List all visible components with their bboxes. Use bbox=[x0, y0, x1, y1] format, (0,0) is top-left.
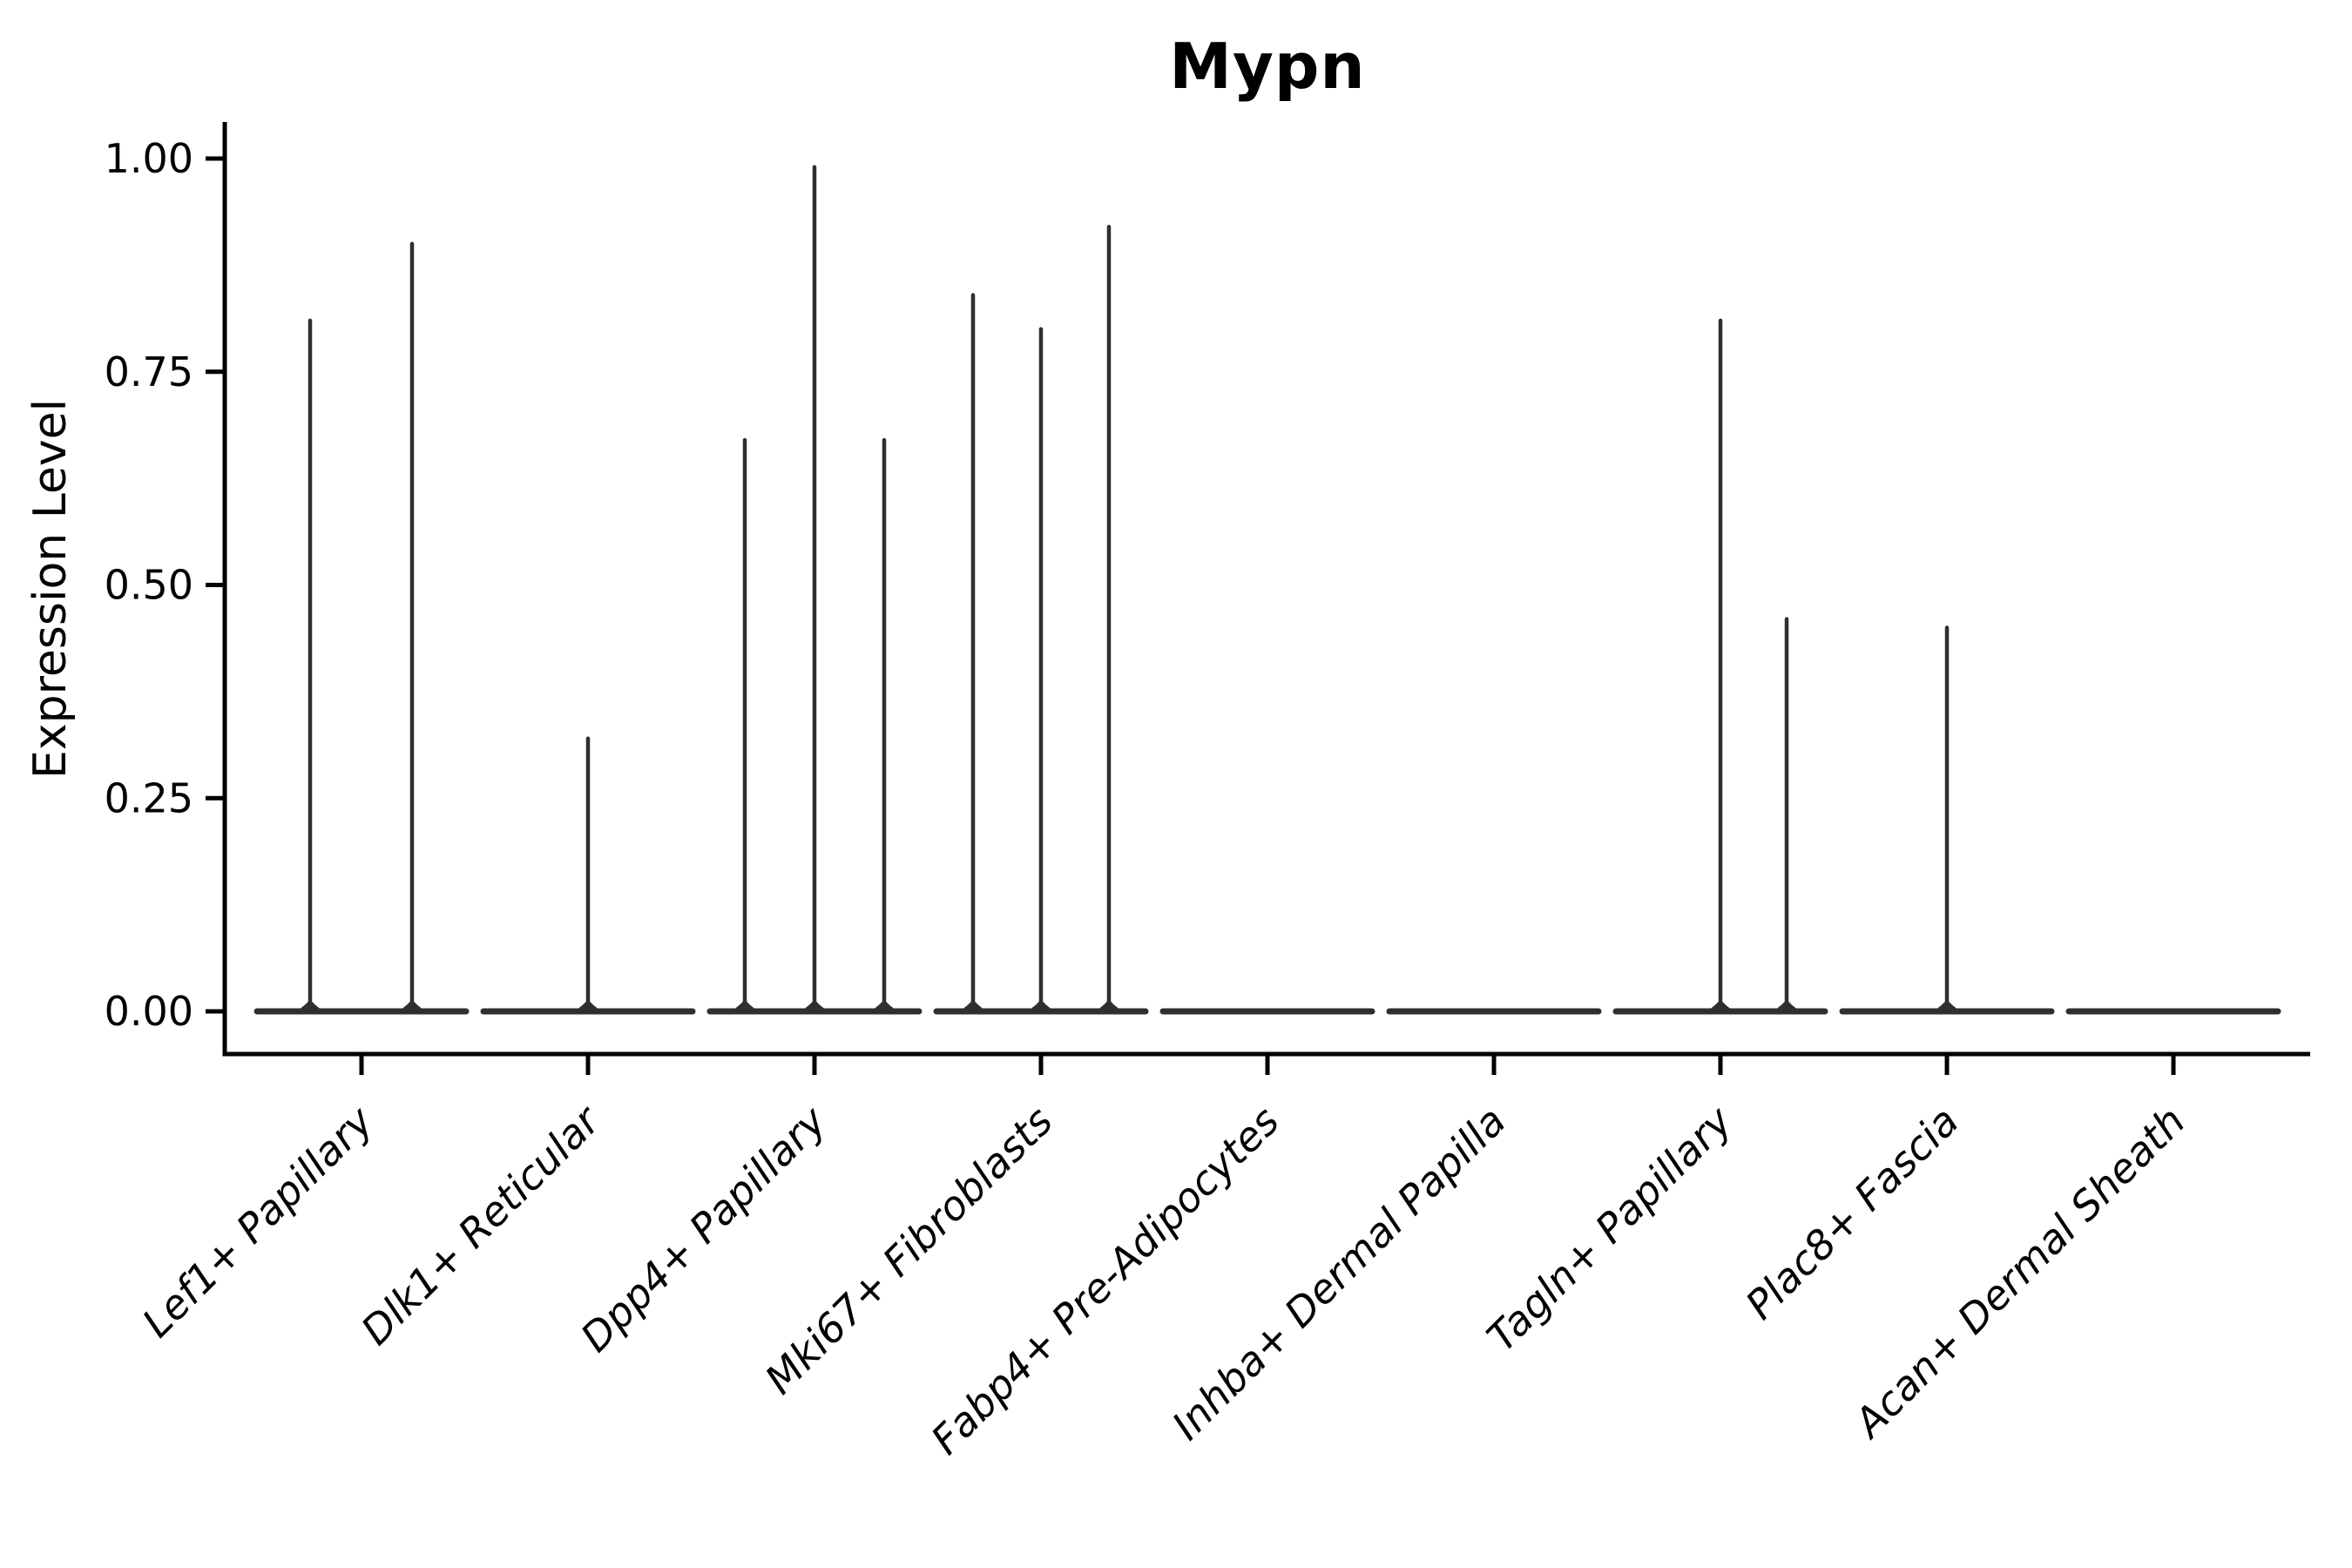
y-tick-label: 1.00 bbox=[105, 135, 193, 182]
violin-group bbox=[1612, 318, 1828, 1015]
violin-group bbox=[1839, 625, 2055, 1015]
chart-title: Mypn bbox=[1169, 30, 1366, 103]
x-tick-label: Tagln+ Papillary bbox=[1477, 1097, 1741, 1361]
x-tick-label: Dlk1+ Reticular bbox=[352, 1095, 611, 1354]
x-tick-label: Lef1+ Papillary bbox=[133, 1097, 382, 1346]
y-tick-label: 0.50 bbox=[105, 562, 193, 609]
y-tick-label: 0.25 bbox=[105, 774, 193, 821]
violin-group bbox=[706, 165, 923, 1015]
x-tick-label: Dpp4+ Papillary bbox=[571, 1097, 835, 1361]
x-tick-label: Plac8+ Fascia bbox=[1736, 1098, 1967, 1328]
y-tick-label: 0.75 bbox=[105, 348, 193, 395]
violin-group bbox=[480, 736, 696, 1015]
violin-group bbox=[933, 225, 1149, 1015]
violin-group bbox=[253, 241, 470, 1015]
y-tick-label: 0.00 bbox=[105, 988, 193, 1035]
